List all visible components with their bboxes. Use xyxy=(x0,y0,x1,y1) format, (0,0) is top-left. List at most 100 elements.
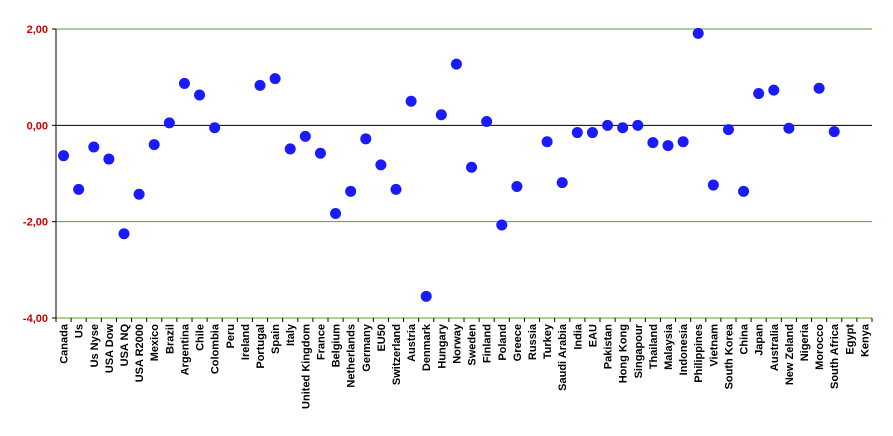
data-point xyxy=(148,139,160,151)
data-point xyxy=(632,119,644,131)
data-point xyxy=(783,122,795,134)
data-point xyxy=(254,79,266,91)
x-tick-label: Netherlands xyxy=(346,324,358,388)
data-point xyxy=(617,122,629,134)
data-point xyxy=(511,181,523,193)
x-tick-label: Turkey xyxy=(542,323,554,359)
x-tick-label: Finland xyxy=(482,324,494,363)
x-tick-label: Mexico xyxy=(149,324,161,362)
data-point xyxy=(707,179,719,191)
data-point xyxy=(163,117,175,129)
axes xyxy=(52,28,873,322)
x-tick-labels: Canada Us Us Nyse USA Dow USA NQ USA R2000 Mex… xyxy=(59,323,872,409)
x-tick-label: Malaysia xyxy=(663,323,675,370)
data-point xyxy=(88,141,100,153)
data-point xyxy=(753,88,765,100)
data-point xyxy=(345,185,357,197)
data-point xyxy=(496,219,508,231)
data-point xyxy=(481,115,493,127)
x-tick-label: Denmark xyxy=(421,323,433,371)
x-tick-label: Kenya xyxy=(859,323,871,357)
x-tick-label: Thailand xyxy=(648,324,660,369)
data-point xyxy=(269,73,281,85)
x-tick-label: Us xyxy=(74,324,86,338)
x-tick-label: South Korea xyxy=(723,323,735,389)
data-point xyxy=(330,207,342,219)
x-tick-label: Sweden xyxy=(467,324,479,366)
gridlines xyxy=(56,28,872,319)
x-tick-label: Peru xyxy=(225,324,237,348)
data-point xyxy=(677,136,689,148)
x-tick-label: Canada xyxy=(59,323,71,364)
x-tick-label: New Zeland xyxy=(784,324,796,385)
x-tick-label: China xyxy=(739,323,751,354)
x-tick-label: Austria xyxy=(406,323,418,362)
x-tick-label: India xyxy=(572,323,584,350)
data-points xyxy=(58,27,840,302)
data-point xyxy=(556,177,568,189)
data-point xyxy=(722,124,734,136)
data-point xyxy=(647,137,659,149)
x-tick-label: Italy xyxy=(285,323,297,346)
x-tick-label: South Africa xyxy=(829,323,841,389)
x-tick-label: Pakistan xyxy=(603,324,615,370)
x-tick-label: USA Dow xyxy=(104,324,116,374)
x-tick-label: Belgium xyxy=(331,324,343,368)
data-point xyxy=(435,109,447,121)
data-point xyxy=(314,147,326,159)
y-tick-label: -2,00 xyxy=(23,217,48,229)
data-point xyxy=(58,150,70,162)
x-tick-label: Saudi Arabia xyxy=(557,323,569,391)
y-tick-labels: 2,00 0,00 -2,00 -4,00 xyxy=(23,24,48,325)
data-point xyxy=(375,159,387,171)
x-tick-label: Poland xyxy=(497,324,509,361)
x-tick-label: Vietnam xyxy=(708,324,720,367)
data-point xyxy=(571,127,583,139)
data-point xyxy=(284,143,296,155)
data-point xyxy=(813,82,825,94)
data-point xyxy=(405,95,417,107)
x-tick-label: Singapour xyxy=(633,323,645,378)
data-point xyxy=(118,228,130,240)
data-point xyxy=(194,89,206,101)
data-point xyxy=(828,126,840,138)
data-point xyxy=(209,122,221,134)
data-point xyxy=(692,27,704,39)
y-tick-label: -4,00 xyxy=(23,313,48,325)
x-tick-label: Us Nyse xyxy=(89,324,101,367)
x-tick-label: Nigeria xyxy=(799,323,811,361)
x-tick-label: Indonesia xyxy=(678,323,690,375)
x-tick-label: Norway xyxy=(451,323,463,364)
x-tick-label: Chile xyxy=(195,324,207,351)
data-point xyxy=(390,183,402,195)
data-point xyxy=(450,58,462,70)
x-tick-label: France xyxy=(315,324,327,360)
x-tick-label: Germany xyxy=(361,323,373,372)
data-point xyxy=(738,185,750,197)
data-point xyxy=(466,161,478,173)
data-point xyxy=(541,136,553,148)
data-point xyxy=(768,84,780,96)
x-tick-label: Russia xyxy=(527,323,539,360)
x-tick-label: Philippines xyxy=(693,324,705,383)
x-tick-label: Egypt xyxy=(844,324,856,355)
data-point xyxy=(586,127,598,139)
x-tick-label: Morocco xyxy=(814,324,826,370)
data-point xyxy=(662,140,674,152)
x-tick-label: USA R2000 xyxy=(134,324,146,382)
x-tick-label: USA NQ xyxy=(119,324,131,367)
x-tick-label: EU50 xyxy=(376,324,388,352)
x-tick-label: United Kingdom xyxy=(300,324,312,409)
x-tick-label: Japan xyxy=(754,324,766,356)
x-tick-label: Switzerland xyxy=(391,324,403,385)
x-tick-label: Argentina xyxy=(179,323,191,375)
data-point xyxy=(178,77,190,89)
data-point xyxy=(133,188,145,200)
data-point xyxy=(602,119,614,131)
x-tick-label: Australia xyxy=(769,323,781,371)
x-tick-label: Brazil xyxy=(164,324,176,354)
y-tick-label: 2,00 xyxy=(27,24,48,36)
x-tick-label: Portugal xyxy=(255,324,267,369)
x-tick-label: Hungary xyxy=(436,323,448,369)
